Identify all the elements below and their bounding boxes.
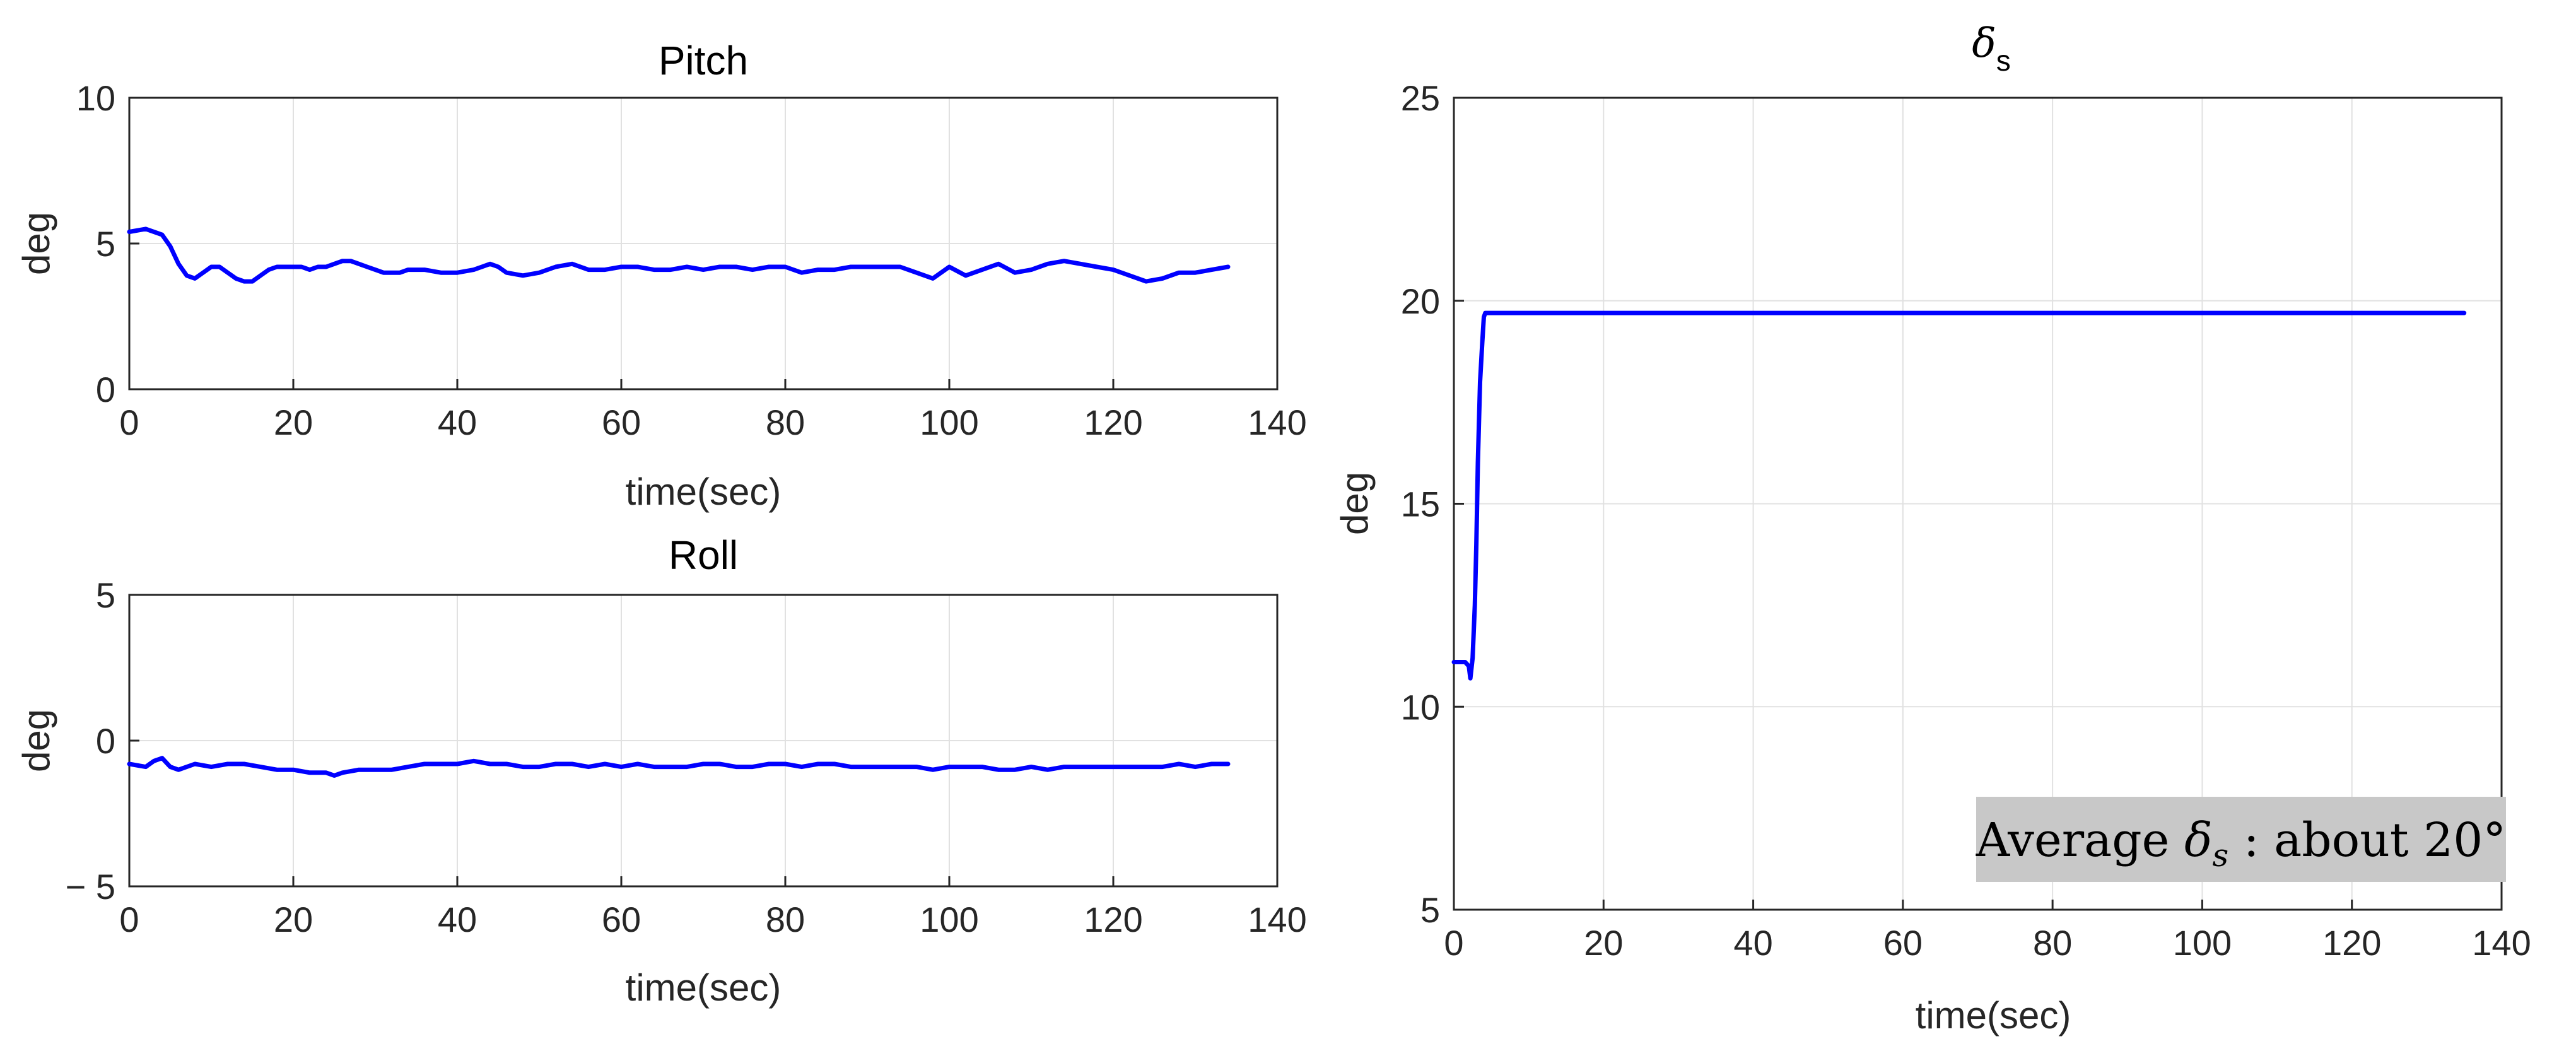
- x-tick-label: 0: [119, 900, 139, 939]
- x-tick-label: 40: [1733, 923, 1772, 963]
- grid: [129, 98, 1277, 389]
- annotation-box: [1976, 797, 2506, 882]
- x-tick-label: 40: [438, 900, 477, 939]
- y-ticks: − 5 0 5: [66, 575, 139, 907]
- series-line: [1451, 310, 2467, 681]
- y-ticks: 5 10 15 20 25: [1401, 78, 1464, 930]
- y-tick-label: 0: [96, 370, 115, 409]
- chart-title: δs: [1972, 20, 2011, 77]
- chart-title: Roll: [669, 532, 738, 578]
- x-tick-label: 100: [920, 402, 978, 442]
- x-tick-label: 120: [1084, 900, 1142, 939]
- average-annotation: Average δs : about 20°: [1976, 797, 2507, 882]
- annotation-subscript: s: [2213, 837, 2229, 874]
- series-lines: [1451, 310, 2467, 681]
- x-tick-label: 20: [1584, 923, 1623, 963]
- x-tick-label: 80: [766, 402, 805, 442]
- x-axis-label: time(sec): [626, 471, 782, 513]
- y-axis-label: deg: [15, 709, 57, 772]
- y-tick-label: 5: [96, 575, 115, 615]
- chart-title: Pitch: [659, 38, 748, 83]
- x-tick-label: 140: [1248, 402, 1306, 442]
- y-tick-label: 10: [1401, 687, 1440, 727]
- y-tick-label: − 5: [66, 867, 115, 907]
- x-tick-label: 40: [438, 402, 477, 442]
- annotation-prefix: Average: [1976, 813, 2184, 867]
- x-tick-label: 100: [920, 900, 978, 939]
- x-tick-label: 100: [2173, 923, 2232, 963]
- y-tick-label: 10: [76, 78, 115, 118]
- y-tick-label: 5: [96, 224, 115, 264]
- annotation-symbol: δ: [2184, 813, 2213, 867]
- annotation-text: Average δs : about 20°: [1976, 813, 2507, 874]
- x-tick-label: 0: [1444, 923, 1463, 963]
- annotation-suffix: : about 20°: [2228, 813, 2506, 867]
- x-axis-label: time(sec): [626, 966, 782, 1009]
- x-tick-label: 140: [1248, 900, 1306, 939]
- x-tick-label: 80: [2033, 923, 2072, 963]
- grid: [129, 595, 1277, 886]
- x-axis-label: time(sec): [1916, 994, 2071, 1036]
- title-symbol: δ: [1972, 20, 1996, 67]
- roll-subplot: 0 20 40 60 80 100 120 140 − 505 Roll time(sec) …: [15, 532, 1307, 1009]
- x-ticks: 0 20 40 60 80 100 120 140: [119, 379, 1307, 442]
- x-tick-label: 60: [1883, 923, 1923, 963]
- x-tick-label: 0: [119, 402, 139, 442]
- series-line: [127, 756, 1231, 778]
- series-lines: [127, 226, 1231, 284]
- y-tick-label: 15: [1401, 484, 1440, 524]
- series-line: [127, 226, 1231, 284]
- title-subscript: s: [1996, 44, 2011, 77]
- y-tick-label: 20: [1401, 281, 1440, 321]
- y-tick-label: 0: [96, 721, 115, 761]
- x-tick-label: 20: [274, 900, 313, 939]
- grid: [1454, 98, 2502, 910]
- x-ticks: 0 20 40 60 80 100 120 140: [1444, 900, 2531, 963]
- x-tick-label: 20: [274, 402, 313, 442]
- x-tick-label: 80: [766, 900, 805, 939]
- y-axis-label: deg: [15, 212, 57, 275]
- y-tick-label: 5: [1420, 890, 1440, 930]
- x-tick-label: 120: [2322, 923, 2381, 963]
- x-ticks: 0 20 40 60 80 100 120 140: [119, 876, 1307, 939]
- x-tick-label: 60: [602, 402, 641, 442]
- y-tick-label: 25: [1401, 78, 1440, 118]
- x-tick-label: 120: [1084, 402, 1142, 442]
- y-axis-label: deg: [1333, 472, 1376, 535]
- series-lines: [127, 756, 1231, 778]
- x-tick-label: 60: [602, 900, 641, 939]
- y-ticks: 0 5 10: [76, 78, 139, 409]
- x-tick-label: 140: [2472, 923, 2531, 963]
